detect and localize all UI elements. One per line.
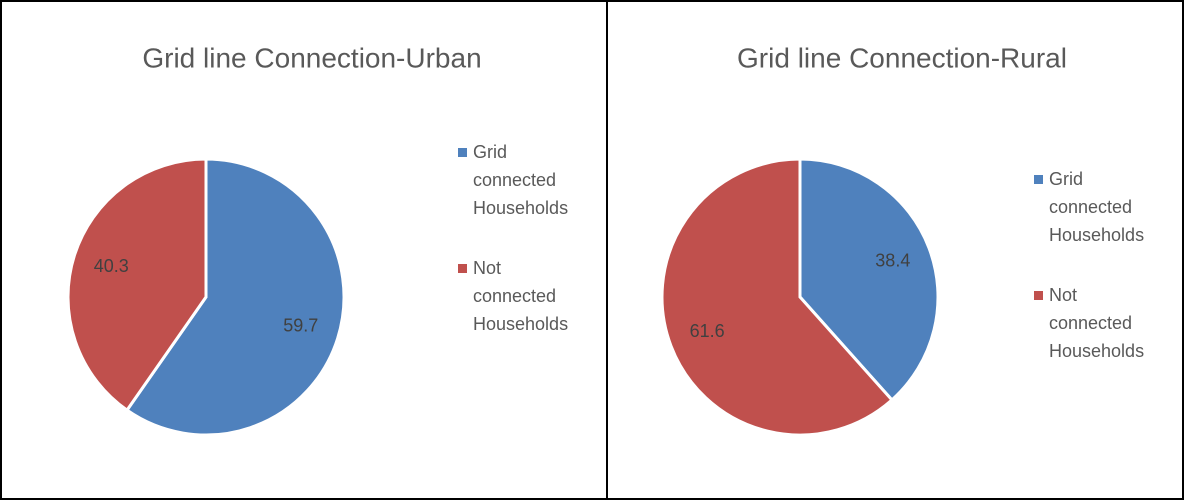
chart: Grid line Connection-Rural 38.4 61.6 bbox=[660, 42, 1067, 437]
legend-item: Not connected Households bbox=[458, 254, 585, 338]
data-label: 38.4 bbox=[875, 250, 910, 270]
chart: Grid line Connection-Urban 59.7 40.3 bbox=[66, 42, 482, 437]
legend-item: Grid connected Households bbox=[458, 138, 585, 222]
legend-item: Grid connected Households bbox=[1034, 165, 1161, 249]
data-label: 61.6 bbox=[690, 321, 725, 341]
pie-slice bbox=[660, 157, 895, 437]
legend-swatch bbox=[458, 148, 467, 157]
legend-swatch bbox=[1034, 291, 1043, 300]
legend-swatch bbox=[458, 264, 467, 273]
chart-title: Grid line Connection-Urban bbox=[142, 42, 481, 73]
data-label: 59.7 bbox=[283, 316, 318, 336]
pie-slice bbox=[798, 157, 940, 403]
legend-label: Not connected Households bbox=[1049, 285, 1145, 361]
legend-label: Grid connected Households bbox=[473, 142, 569, 218]
legend-label: Grid connected Households bbox=[1049, 169, 1145, 245]
chart-panel: Grid line Connection-Rural 38.4 61.6 Grid c… bbox=[608, 2, 1182, 498]
legend-swatch bbox=[1034, 175, 1043, 184]
legend-label: Not connected Households bbox=[473, 258, 569, 334]
chart-title: Grid line Connection-Rural bbox=[737, 42, 1067, 73]
legend: Grid connected Households Not connected H… bbox=[458, 138, 585, 370]
data-label: 40.3 bbox=[94, 256, 129, 276]
legend: Grid connected Households Not connected H… bbox=[1034, 165, 1161, 397]
pie-slice bbox=[66, 157, 208, 413]
legend-item: Not connected Households bbox=[1034, 281, 1161, 365]
pie-slice bbox=[124, 157, 346, 437]
chart-panel: Grid line Connection-Urban 59.7 40.3 Grid c… bbox=[2, 2, 608, 498]
